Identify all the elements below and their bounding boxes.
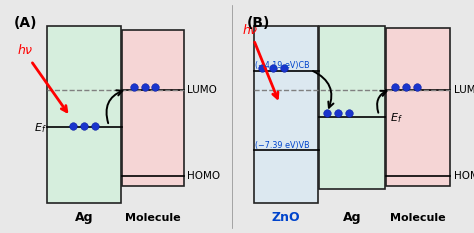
Text: (A): (A) bbox=[14, 16, 38, 30]
Text: (−7.39 eV)VB: (−7.39 eV)VB bbox=[255, 140, 309, 150]
Bar bbox=[386, 28, 450, 186]
Text: HOMO: HOMO bbox=[454, 171, 474, 181]
Text: HOMO: HOMO bbox=[187, 171, 220, 181]
Text: $h\nu$: $h\nu$ bbox=[242, 23, 258, 37]
Text: LUMO: LUMO bbox=[187, 85, 217, 95]
Text: Molecule: Molecule bbox=[125, 213, 181, 223]
Text: Ag: Ag bbox=[342, 211, 361, 224]
Text: Molecule: Molecule bbox=[390, 213, 446, 223]
Text: LUMO: LUMO bbox=[454, 85, 474, 95]
Bar bbox=[254, 26, 318, 203]
Text: $E_f$: $E_f$ bbox=[390, 111, 402, 125]
Bar bbox=[47, 26, 121, 203]
Bar bbox=[319, 26, 385, 189]
Text: (B): (B) bbox=[246, 16, 270, 30]
Text: $h\nu$: $h\nu$ bbox=[17, 43, 33, 57]
Text: $E_f$: $E_f$ bbox=[34, 121, 47, 135]
Text: (−4.19 eV)CB: (−4.19 eV)CB bbox=[255, 61, 309, 70]
Text: Ag: Ag bbox=[75, 211, 94, 224]
Text: ZnO: ZnO bbox=[271, 211, 300, 224]
Bar bbox=[122, 30, 184, 186]
